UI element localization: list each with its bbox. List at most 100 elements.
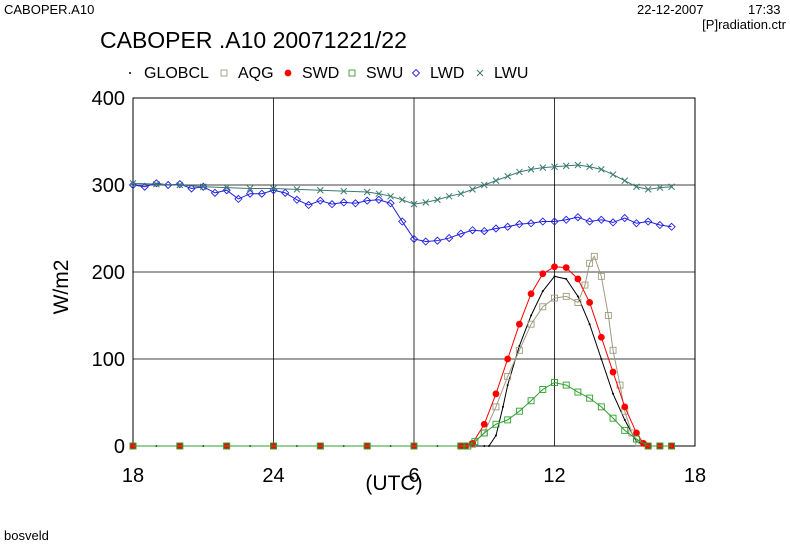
point-lwd [292,195,302,204]
point-lwu-b [363,188,371,196]
point-swd [515,320,523,328]
date-label: 22-12-2007 [637,2,704,17]
point-swd [551,263,558,271]
point-aqg [551,294,558,302]
point-lwu-b [176,181,184,189]
point-lwu-b [574,161,582,169]
point-lwd [304,200,313,210]
x-tick-label: 6 [408,465,419,487]
point-lwu-b [434,196,441,204]
point-swu [597,403,605,411]
point-globcl [623,418,626,421]
point-aqg [504,372,512,380]
point-swu [129,442,137,450]
point-swu [316,442,324,450]
point-swu [471,438,479,446]
point-lwu-b [562,162,570,170]
point-lwu-b [199,183,207,191]
point-swu [410,442,418,450]
point-lwu-b [398,196,406,204]
point-swu [480,429,488,437]
point-lwd [597,215,606,224]
point-swu [609,414,617,422]
point-aqg [527,320,535,328]
legend-marker-globcl [129,72,131,74]
y-tick-label: 100 [92,349,125,371]
point-lwd [327,200,337,209]
point-lwu-b [656,184,664,191]
point-swu [539,386,547,393]
point-lwu-b [609,171,617,178]
point-aqg [581,281,589,289]
point-lwd [655,220,665,230]
point-lwd [480,226,489,236]
point-aqg [492,403,500,411]
point-swu [527,397,535,405]
legend-marker-lwu-b [476,69,484,77]
x-tick-label: 18 [684,465,706,487]
point-lwd [187,184,196,193]
point-lwd [363,196,372,205]
point-lwd [503,222,512,231]
point-swu [464,442,472,450]
point-lwu-b [410,200,418,208]
point-lwu-b [492,177,500,185]
point-lwd [644,217,653,226]
point-swu [270,442,277,450]
point-globcl [576,295,579,298]
file-label: [P]radiation.ctr [702,17,786,32]
point-lwu-b [621,177,629,185]
point-swu [668,442,676,450]
point-lwu-b [516,168,523,176]
point-aqg [590,252,598,260]
point-globcl [487,445,490,447]
point-lwd [374,195,384,204]
point-lwu-b [153,180,160,188]
point-lwu-b [223,184,231,191]
point-swu [633,435,640,443]
series-line-lwu [132,164,672,205]
point-lwd [632,219,641,228]
point-globcl [588,323,591,326]
point-lwd [515,220,524,229]
point-lwd [210,188,220,197]
point-globcl [494,434,497,437]
point-aqg [597,272,605,280]
point-lwd [585,217,594,226]
y-tick-label: 400 [92,88,125,110]
point-lwd [550,217,559,226]
point-swu [574,388,582,396]
point-lwu-b [539,164,547,171]
point-lwd [339,198,348,207]
y-tick-label: 0 [114,436,125,458]
point-lwd [608,218,618,227]
y-axis-label: W/m2 [50,260,73,315]
point-lwu-b [597,165,605,173]
point-lwd [351,199,360,208]
point-aqg [562,292,570,300]
point-lwu-b [551,163,558,171]
point-lwu-b [586,163,593,171]
legend-label-swd: SWD [302,65,339,82]
point-swd [574,275,582,283]
point-swu [492,420,500,428]
point-swu [457,442,465,450]
point-swu [176,442,184,450]
point-lwu-b [293,185,301,193]
point-swd [633,429,640,437]
point-globcl [501,405,504,408]
point-swd [586,299,594,306]
point-lwd [421,237,430,246]
point-lwd [526,219,536,228]
point-lwd [257,189,266,198]
point-swd [539,270,547,278]
point-lwd [281,188,290,197]
point-lwd [491,224,501,233]
point-lwd [562,215,571,224]
point-globcl [553,275,556,278]
point-swu [656,442,664,450]
point-lwd [398,217,407,226]
time-label: 17:33 [748,2,781,17]
point-lwu-b [340,187,348,195]
x-tick-label: 12 [543,465,565,487]
